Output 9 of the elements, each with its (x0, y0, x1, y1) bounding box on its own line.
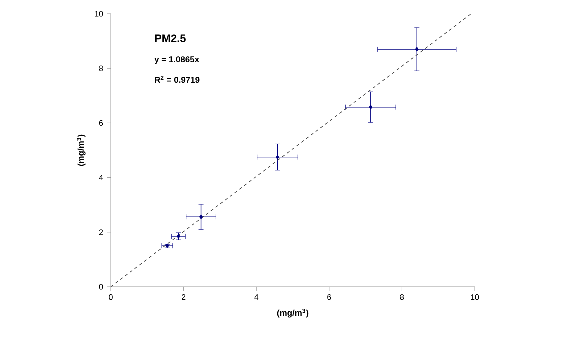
point (276, 154, 280, 160)
annotation: PM2.5 (155, 34, 186, 42)
y-axis-title: (mg/m$^{3}$) (77, 134, 86, 166)
x-axis-title: (mg/m$^{3}$) (277, 309, 309, 318)
point (369, 104, 373, 110)
annotation: y = 1.0865x (154, 56, 200, 64)
annotation: R$^{2}$ = 0.9719 (155, 76, 200, 84)
point (199, 214, 204, 220)
point (415, 47, 419, 52)
